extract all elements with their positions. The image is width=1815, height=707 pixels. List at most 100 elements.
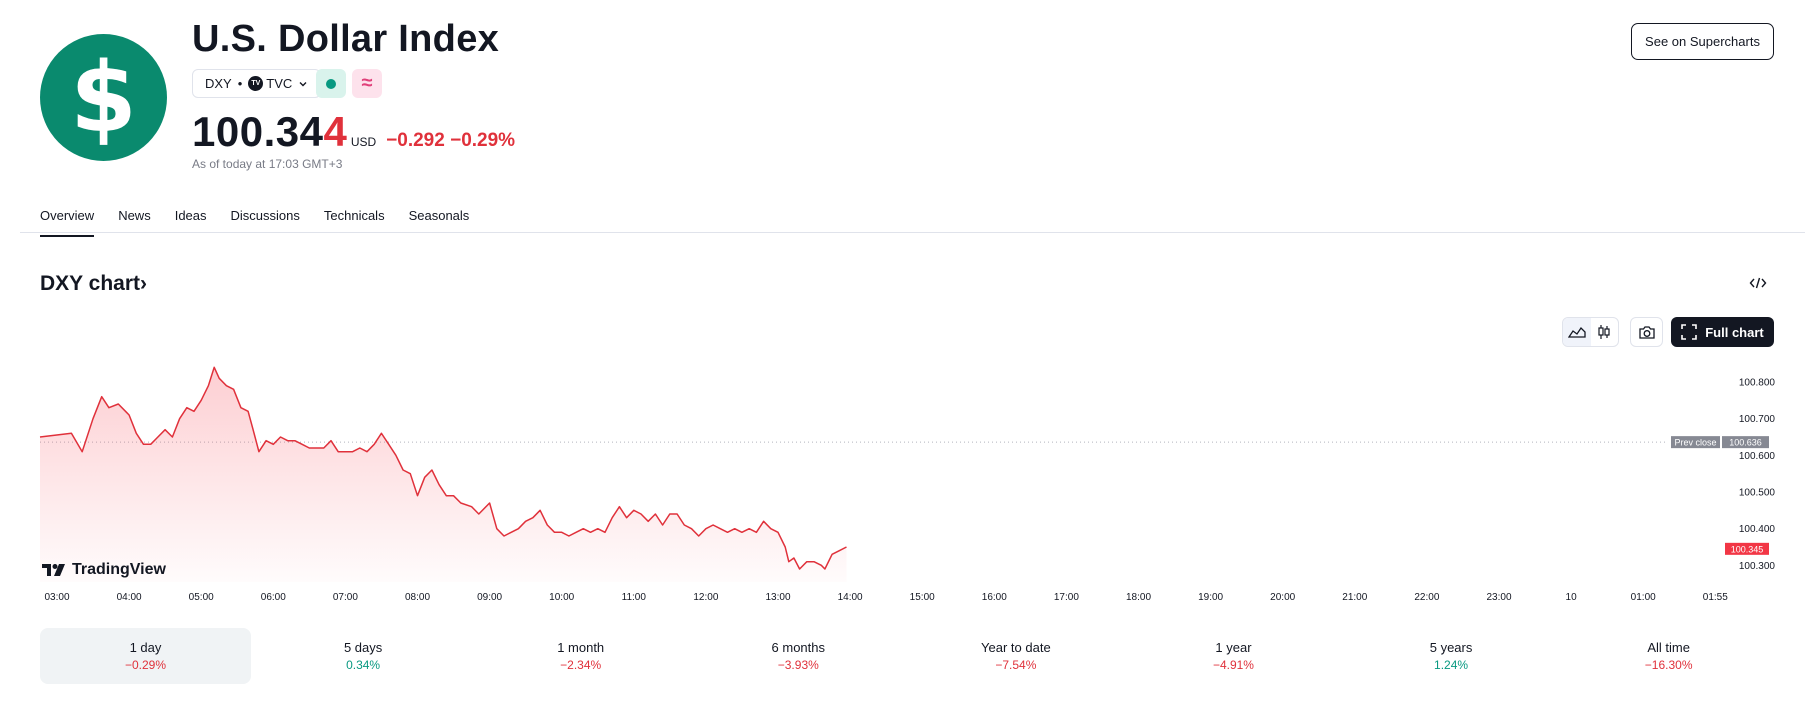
- market-status-button[interactable]: [316, 69, 346, 98]
- x-tick-label: 06:00: [261, 592, 286, 603]
- period-selector: 1 day −0.29% 5 days 0.34% 1 month −2.34% 6 mon…: [40, 628, 1780, 684]
- camera-icon: [1638, 325, 1655, 339]
- area-chart-style-button[interactable]: [1563, 318, 1591, 346]
- tab-seasonals[interactable]: Seasonals: [408, 208, 470, 223]
- period-change: −0.29%: [124, 658, 167, 672]
- x-tick-label: 13:00: [765, 592, 790, 603]
- snapshot-button[interactable]: [1630, 317, 1663, 347]
- price-row: 100.34 4 USD −0.292 −0.29%: [192, 108, 515, 156]
- full-chart-button[interactable]: Full chart: [1671, 317, 1774, 347]
- period-change: 0.34%: [346, 658, 381, 672]
- x-tick-label: 01:55: [1703, 592, 1728, 603]
- period-change: −2.34%: [560, 658, 602, 672]
- period-label: 1 month: [557, 640, 605, 655]
- x-tick-label: 01:00: [1631, 592, 1656, 603]
- x-tick-label: 05:00: [189, 592, 214, 603]
- x-tick-label: 07:00: [333, 592, 358, 603]
- x-tick-label: 20:00: [1270, 592, 1295, 603]
- x-tick-label: 08:00: [405, 592, 430, 603]
- exchange-label: TVC: [266, 76, 293, 91]
- price-change: −0.292 −0.29%: [386, 130, 516, 151]
- wave-icon: ≈: [361, 72, 373, 94]
- chart-title-link[interactable]: DXY chart›: [40, 272, 147, 296]
- delayed-data-button[interactable]: ≈: [352, 69, 382, 98]
- period-1-year[interactable]: 1 year −4.91%: [1128, 628, 1339, 684]
- period-label: 5 years: [1429, 640, 1473, 655]
- fullscreen-icon: [1681, 324, 1698, 340]
- y-tick-label: 100.700: [1739, 414, 1776, 425]
- period-label: 1 year: [1215, 640, 1252, 655]
- x-tick-label: 10: [1566, 592, 1578, 603]
- dollar-index-logo: $: [40, 34, 167, 161]
- chart-style-toggle: [1562, 317, 1619, 347]
- x-tick-label: 19:00: [1198, 592, 1223, 603]
- period-change: −4.91%: [1212, 658, 1254, 672]
- prev-close-value-tag: [1722, 436, 1769, 449]
- x-tick-label: 03:00: [44, 592, 69, 603]
- y-tick-label: 100.800: [1739, 378, 1776, 389]
- last-price: 100.34: [192, 108, 324, 155]
- period-label: All time: [1647, 640, 1690, 655]
- last-price-tag: [1725, 542, 1769, 555]
- x-tick-label: 11:00: [622, 592, 647, 603]
- y-tick-label: 100.300: [1739, 561, 1776, 572]
- period-label: 6 months: [771, 640, 826, 655]
- chevron-down-icon: [299, 81, 307, 86]
- tabs-divider: [20, 232, 1805, 233]
- section-tabs: Overview News Ideas Discussions Technica…: [40, 208, 469, 237]
- candle-chart-style-button[interactable]: [1591, 318, 1619, 346]
- y-tick-label: 100.600: [1739, 451, 1776, 462]
- period-year-to-date[interactable]: Year to date −7.54%: [910, 628, 1121, 684]
- code-icon: [1749, 277, 1767, 289]
- period-label: 1 day: [129, 640, 162, 655]
- period-1-month[interactable]: 1 month −2.34%: [475, 628, 686, 684]
- separator-dot: •: [237, 76, 243, 91]
- full-chart-label: Full chart: [1705, 324, 1764, 340]
- period-label: 5 days: [343, 640, 383, 655]
- tradingview-logo-icon: [42, 564, 65, 576]
- period-1-day[interactable]: 1 day −0.29%: [40, 628, 251, 684]
- x-tick-label: 23:00: [1486, 592, 1511, 603]
- see-on-supercharts-button[interactable]: See on Supercharts: [1631, 23, 1774, 60]
- page-title: U.S. Dollar Index: [192, 18, 500, 60]
- y-tick-label: 100.400: [1739, 524, 1776, 535]
- prev-close-tag-label: Prev close: [1674, 438, 1716, 448]
- tradingview-watermark: TradingView: [42, 561, 166, 579]
- period-5-days[interactable]: 5 days 0.34%: [258, 628, 469, 684]
- period-label: Year to date: [981, 640, 1051, 655]
- x-tick-label: 14:00: [838, 592, 863, 603]
- period-6-months[interactable]: 6 months −3.93%: [693, 628, 904, 684]
- last-price-tag-label: 100.345: [1731, 544, 1764, 554]
- price-line: [39, 366, 847, 570]
- prev-close-value: 100.636: [1729, 438, 1762, 448]
- tab-discussions[interactable]: Discussions: [230, 208, 300, 223]
- last-price-changed-digit: 4: [323, 108, 347, 155]
- area-chart-icon: [1567, 326, 1586, 338]
- tab-ideas[interactable]: Ideas: [174, 208, 207, 223]
- x-tick-label: 12:00: [693, 592, 718, 603]
- chevron-right-icon: ›: [140, 272, 147, 295]
- candles-icon: [1598, 325, 1610, 339]
- x-tick-label: 21:00: [1342, 592, 1367, 603]
- symbol-label: DXY: [205, 76, 232, 91]
- embed-code-button[interactable]: [1747, 273, 1769, 293]
- period-all-time[interactable]: All time −16.30%: [1563, 628, 1774, 684]
- period-change: −7.54%: [995, 658, 1037, 672]
- currency-label: USD: [350, 135, 377, 149]
- tradingview-badge-icon: TV: [248, 76, 264, 91]
- dollar-sign-icon: $: [70, 41, 137, 154]
- tradingview-wordmark: TradingView: [72, 561, 166, 578]
- tab-technicals[interactable]: Technicals: [323, 208, 385, 223]
- period-5-years[interactable]: 5 years 1.24%: [1346, 628, 1557, 684]
- period-change: −3.93%: [777, 658, 819, 672]
- x-tick-label: 15:00: [910, 592, 935, 603]
- symbol-exchange-selector[interactable]: DXY • TV TVC: [192, 69, 322, 98]
- price-area-fill: [40, 367, 847, 582]
- tab-overview[interactable]: Overview: [40, 208, 95, 237]
- x-tick-label: 04:00: [117, 592, 142, 603]
- x-tick-label: 22:00: [1414, 592, 1439, 603]
- market-open-dot-icon: [326, 78, 336, 89]
- chart-title: DXY chart: [40, 272, 140, 295]
- tab-news[interactable]: News: [118, 208, 151, 223]
